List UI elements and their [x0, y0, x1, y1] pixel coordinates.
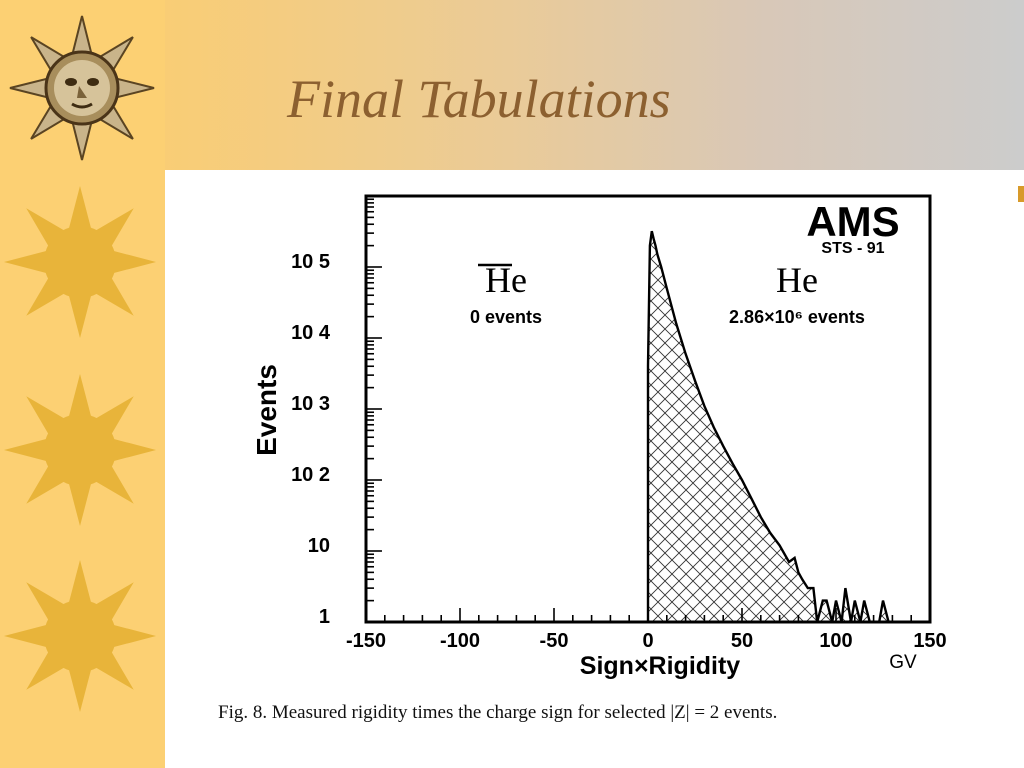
antihelium-note: 0 events — [470, 307, 542, 327]
x-axis-unit: GV — [889, 652, 917, 673]
x-tick-label: 0 — [642, 630, 653, 652]
sun-decorations — [4, 15, 156, 712]
x-tick-label: -150 — [346, 630, 386, 652]
figure-panel — [165, 170, 1005, 768]
helium-note: 2.86×10⁶ events — [729, 307, 865, 327]
y-tick-label: 10 3 — [291, 393, 330, 415]
title-bar — [165, 0, 1024, 170]
y-tick-label: 10 5 — [291, 251, 330, 273]
x-tick-label: 100 — [819, 630, 852, 652]
y-tick-label: 10 — [308, 535, 330, 557]
edge-marker — [1018, 186, 1024, 202]
sun-face-icon — [9, 15, 155, 161]
y-tick-label: 1 — [319, 606, 330, 628]
sun-icon — [4, 560, 156, 712]
logo-subtitle: STS - 91 — [821, 240, 884, 257]
x-tick-label: 50 — [731, 630, 753, 652]
y-axis-label: Events — [251, 364, 282, 456]
sun-icon — [4, 374, 156, 526]
logo-title: AMS — [806, 198, 899, 245]
axis-ticks — [365, 195, 931, 623]
slide-title: Final Tabulations — [287, 69, 671, 129]
y-tick-label: 10 2 — [291, 464, 330, 486]
x-axis-label: Sign×Rigidity — [580, 652, 741, 680]
sun-icon — [4, 186, 156, 338]
x-tick-label: 150 — [913, 630, 946, 652]
he-histogram-line — [646, 230, 893, 622]
x-tick-label: -50 — [540, 630, 569, 652]
x-tick-label: -100 — [440, 630, 480, 652]
helium-label: He — [776, 260, 818, 300]
antihelium-label: He — [485, 260, 527, 300]
sidebar — [0, 0, 165, 768]
he-histogram-fill — [648, 231, 893, 622]
y-tick-label: 10 4 — [291, 322, 331, 344]
figure-caption: Fig. 8. Measured rigidity times the char… — [218, 702, 778, 723]
